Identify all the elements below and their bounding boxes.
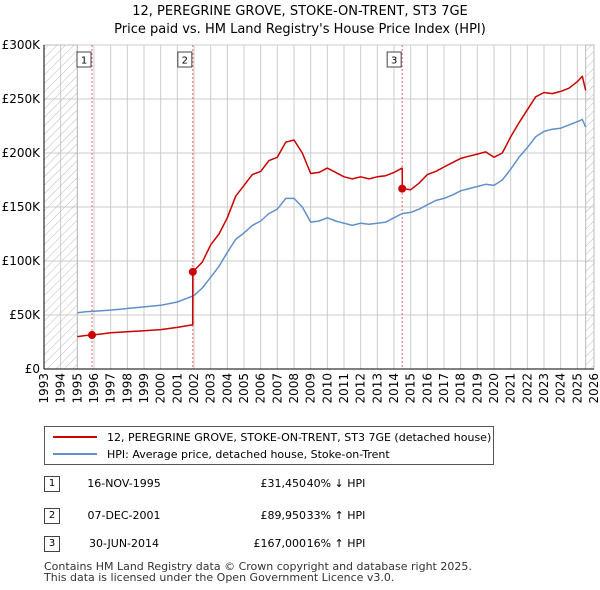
x-tick-label: 1995 — [70, 373, 84, 404]
x-tick-label: 2008 — [287, 373, 301, 404]
x-tick-label: 2011 — [337, 373, 351, 404]
x-tick-label: 2010 — [320, 373, 334, 404]
sale-marker-box — [386, 51, 402, 68]
sale-marker-label: 2 — [182, 56, 188, 67]
x-tick-label: 1997 — [104, 373, 118, 404]
hatched-region-before-data — [43, 44, 78, 370]
x-tick-label: 2004 — [220, 373, 234, 404]
y-tick-label: £250K — [2, 92, 42, 106]
x-tick-label: 2003 — [204, 373, 218, 404]
sale-price: £31,450 — [260, 477, 307, 490]
sale-marker-label: 1 — [81, 56, 87, 67]
x-tick-label: 2025 — [570, 373, 584, 404]
x-tick-label: 2013 — [370, 373, 384, 404]
x-tick-label: 2015 — [404, 373, 418, 404]
y-tick-label: £150K — [2, 200, 42, 214]
sale-hpi-change: 33% ↑ HPI — [306, 509, 366, 522]
sale-number-badge: 3 — [44, 536, 60, 552]
y-tick-label: £100K — [2, 254, 42, 268]
x-tick-label: 2000 — [154, 373, 168, 404]
y-tick-label: £200K — [2, 146, 42, 160]
x-tick-label: 1999 — [137, 373, 151, 404]
chart-subtitle: Price paid vs. HM Land Registry's House … — [114, 22, 486, 37]
sale-price: £89,950 — [260, 509, 307, 522]
legend-item-property: 12, PEREGRINE GROVE, STOKE-ON-TRENT, ST3… — [53, 429, 491, 445]
x-tick-label: 1996 — [87, 373, 101, 404]
sale-point — [398, 184, 407, 193]
sale-marker-box — [76, 51, 92, 68]
sale-number-badge: 2 — [44, 508, 60, 524]
property-price-line — [77, 75, 587, 338]
sale-hpi-change: 40% ↓ HPI — [306, 477, 366, 490]
x-tick-label: 2026 — [587, 373, 600, 404]
sale-marker-box — [177, 51, 193, 68]
sale-row: 2 07-DEC-2001 £89,950 33% ↑ HPI — [44, 508, 444, 524]
sale-date: 16-NOV-1995 — [87, 477, 161, 490]
sale-point — [88, 331, 96, 340]
x-tick-label: 2001 — [170, 373, 184, 404]
sale-point — [188, 267, 197, 276]
sale-marker-label: 3 — [391, 56, 397, 67]
legend-hpi-label: HPI: Average price, detached house, Stok… — [107, 447, 390, 461]
sale-date: 07-DEC-2001 — [87, 509, 161, 522]
sale-date: 30-JUN-2014 — [88, 537, 160, 550]
x-tick-label: 2021 — [504, 373, 518, 404]
footer-copyright: Contains HM Land Registry data © Crown c… — [44, 560, 472, 573]
x-tick-label: 2017 — [437, 373, 451, 404]
chart-legend: 12, PEREGRINE GROVE, STOKE-ON-TRENT, ST3… — [44, 426, 494, 465]
x-tick-label: 1994 — [54, 373, 68, 404]
legend-property-swatch — [53, 436, 97, 438]
sale-row: 1 16-NOV-1995 £31,450 40% ↓ HPI — [44, 476, 444, 492]
x-tick-label: 1993 — [37, 373, 51, 404]
legend-item-hpi: HPI: Average price, detached house, Stok… — [53, 446, 390, 462]
x-tick-label: 2005 — [237, 373, 251, 404]
sale-row: 3 30-JUN-2014 £167,000 16% ↑ HPI — [44, 536, 444, 552]
y-tick-label: £50K — [9, 308, 41, 322]
x-tick-label: 2012 — [354, 373, 368, 404]
x-tick-label: 2020 — [487, 373, 501, 404]
legend-hpi-swatch — [53, 453, 97, 455]
x-tick-label: 2014 — [387, 373, 401, 404]
x-tick-label: 2024 — [554, 373, 568, 404]
chart-title-address: 12, PEREGRINE GROVE, STOKE-ON-TRENT, ST3… — [132, 4, 468, 19]
x-tick-label: 2007 — [270, 373, 284, 404]
x-tick-label: 2019 — [470, 373, 484, 404]
footer-licence: This data is licensed under the Open Gov… — [44, 571, 395, 584]
sale-hpi-change: 16% ↑ HPI — [306, 537, 366, 550]
x-tick-label: 2016 — [420, 373, 434, 404]
legend-property-label: 12, PEREGRINE GROVE, STOKE-ON-TRENT, ST3… — [107, 430, 492, 444]
x-tick-label: 2023 — [537, 373, 551, 404]
x-tick-label: 2018 — [454, 373, 468, 404]
x-tick-label: 1998 — [120, 373, 134, 404]
sale-number-badge: 1 — [44, 476, 60, 492]
x-tick-label: 2009 — [304, 373, 318, 404]
x-tick-label: 2006 — [254, 373, 268, 404]
x-tick-label: 2002 — [187, 373, 201, 404]
y-tick-label: £300K — [2, 38, 42, 52]
hatched-region-after-data — [585, 44, 595, 370]
x-tick-label: 2022 — [520, 373, 534, 404]
hpi-line — [77, 118, 587, 314]
sale-price: £167,000 — [253, 537, 307, 550]
y-tick-label: £0 — [25, 362, 40, 376]
